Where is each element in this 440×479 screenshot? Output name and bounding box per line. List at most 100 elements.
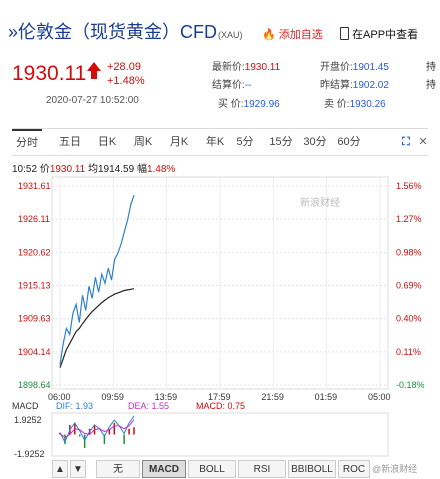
pct-tick-label: -0.18% — [396, 380, 425, 390]
info-price: 1930.11 — [49, 164, 86, 175]
page-title: »伦敦金（现货黄金）CFD(XAU) — [8, 18, 243, 44]
phone-icon — [340, 27, 349, 40]
x-tick-label: 17:59 — [208, 392, 231, 402]
stat-prev-value: 1902.02 — [352, 80, 389, 91]
stat-ask-value: 1930.26 — [349, 99, 386, 110]
tab-daily[interactable]: 日K — [97, 136, 117, 148]
instrument-name: »伦敦金（现货黄金）CFD — [8, 22, 218, 42]
tab-weekly[interactable]: 周K — [133, 136, 153, 148]
x-tick-label: 05:00 — [368, 392, 391, 402]
info-avg: 1914.59 — [98, 164, 135, 175]
stat-bid-label: 买 价: — [218, 99, 244, 110]
change-value: +28.09 — [107, 61, 141, 73]
pct-tick-label: 0.69% — [396, 281, 422, 291]
quote-datetime: 2020-07-27 10:52:00 — [46, 95, 139, 106]
indicator-roc[interactable]: ROC — [338, 460, 370, 478]
info-avg-label: 均 — [88, 164, 98, 175]
info-amp: 1.48% — [146, 164, 176, 175]
macd-frame — [51, 412, 389, 457]
stat-bid-value: 1929.96 — [243, 99, 280, 110]
pct-axis-ticks: 1.56% 1.27% 0.98% 0.69% 0.40% 0.11% -0.18% — [396, 181, 425, 390]
tab-five-day[interactable]: 五日 — [59, 136, 81, 148]
latest-price: 1930.11 — [12, 62, 87, 85]
stat-ask: 卖 价:1930.26 — [324, 95, 386, 110]
tab-30min[interactable]: 30分 — [303, 136, 327, 148]
stat-bid: 买 价:1929.96 — [218, 95, 280, 110]
stat-open-value: 1901.45 — [352, 62, 389, 73]
change-percent: +1.48% — [107, 75, 145, 87]
y-tick-label: 1898.64 — [18, 380, 51, 390]
macd-top-tick: 1.9252 — [14, 415, 42, 425]
tab-15min[interactable]: 15分 — [269, 136, 293, 148]
info-price-label: 价 — [39, 164, 50, 175]
indicator-boll[interactable]: BOLL — [188, 460, 236, 478]
indicator-none[interactable]: 无 — [96, 460, 140, 478]
add-watchlist-button[interactable]: 🔥 添加自选 — [262, 26, 323, 42]
fullscreen-icon[interactable]: ⛶ — [402, 136, 410, 148]
scroll-down-button[interactable]: ▼ — [70, 460, 86, 478]
stat-latest: 最新价:1930.11 — [212, 58, 280, 73]
stat-cut-1: 持 — [426, 62, 436, 73]
dif-line — [59, 415, 135, 444]
pct-tick-label: 1.27% — [396, 214, 422, 224]
chart-info: 10:52 价1930.11 均1914.59 幅1.48% — [12, 160, 175, 175]
pct-tick-label: 0.11% — [396, 347, 421, 357]
price-change: +28.09 +1.48% — [107, 60, 145, 88]
y-axis-ticks: 1931.61 1926.11 1920.62 1915.13 1909.63 1904.… — [18, 181, 51, 390]
tab-5min[interactable]: 5分 — [236, 136, 254, 148]
stat-ask-label: 卖 价: — [324, 99, 350, 110]
stat-latest-label: 最新价: — [212, 62, 245, 73]
up-arrow-icon — [87, 62, 101, 71]
close-icon[interactable]: ✕ — [418, 136, 428, 148]
stat-open-label: 开盘价: — [320, 62, 353, 73]
tab-monthly[interactable]: 月K — [169, 136, 189, 148]
up-arrow-stem — [91, 70, 97, 79]
macd-label: MACD — [12, 401, 39, 411]
view-in-app-label: 在APP中查看 — [352, 29, 419, 41]
instrument-code: (XAU) — [218, 30, 243, 40]
y-tick-label: 1904.14 — [18, 347, 51, 357]
x-tick-label: 09:59 — [101, 392, 124, 402]
x-tick-label: 13:59 — [155, 392, 178, 402]
indicator-bbiboll[interactable]: BBIBOLL — [288, 460, 336, 478]
stat-settle: 结算价:-- — [212, 76, 251, 91]
view-in-app-button[interactable]: 在APP中查看 — [340, 26, 418, 42]
stat-latest-value: 1930.11 — [244, 62, 281, 73]
chart-watermark: 新浪财经 — [300, 196, 340, 209]
y-tick-label: 1926.11 — [18, 214, 50, 224]
x-tick-label: 21:59 — [261, 392, 284, 402]
y-tick-label: 1915.13 — [18, 281, 51, 291]
stat-prev: 昨结算:1902.02 — [320, 76, 389, 91]
info-time: 10:52 — [12, 164, 38, 175]
y-tick-label: 1920.62 — [18, 247, 51, 257]
scroll-up-button[interactable]: ▲ — [52, 460, 68, 478]
dea-line — [59, 419, 135, 439]
x-tick-label: 06:00 — [48, 392, 71, 402]
tab-yearly[interactable]: 年K — [205, 136, 225, 148]
y-tick-label: 1909.63 — [18, 314, 51, 324]
x-tick-label: 01:59 — [315, 392, 338, 402]
price-line — [59, 194, 135, 365]
macd-bottom-tick: -1.9252 — [14, 449, 45, 459]
dea-label: DEA: 1.55 — [128, 401, 169, 411]
average-line — [59, 288, 135, 368]
dif-label: DIF: 1.93 — [56, 401, 93, 411]
tab-60min[interactable]: 60分 — [337, 136, 361, 148]
tab-minute[interactable]: 分时 — [12, 129, 42, 155]
flame-icon: 🔥 — [262, 29, 276, 41]
info-amp-label: 幅 — [136, 164, 147, 175]
stat-settle-label: 结算价: — [212, 80, 245, 91]
x-axis-ticks: 06:00 09:59 13:59 17:59 21:59 01:59 05:00 — [48, 392, 391, 402]
indicator-rsi[interactable]: RSI — [238, 460, 286, 478]
indicator-macd[interactable]: MACD — [142, 460, 186, 478]
macd-value-label: MACD: 0.75 — [196, 401, 245, 411]
y-tick-label: 1931.61 — [18, 181, 51, 191]
pct-tick-label: 0.98% — [396, 247, 422, 257]
period-tabs: 分时 五日 日K 周K 月K 年K 5分 15分 30分 60分 ⛶ ✕ — [12, 128, 428, 156]
stat-settle-value: -- — [244, 80, 252, 91]
add-watchlist-label: 添加自选 — [278, 29, 323, 41]
stat-open: 开盘价:1901.45 — [320, 58, 389, 73]
stat-prev-label: 昨结算: — [320, 80, 353, 91]
footer-watermark: @新浪财经 — [372, 464, 418, 474]
